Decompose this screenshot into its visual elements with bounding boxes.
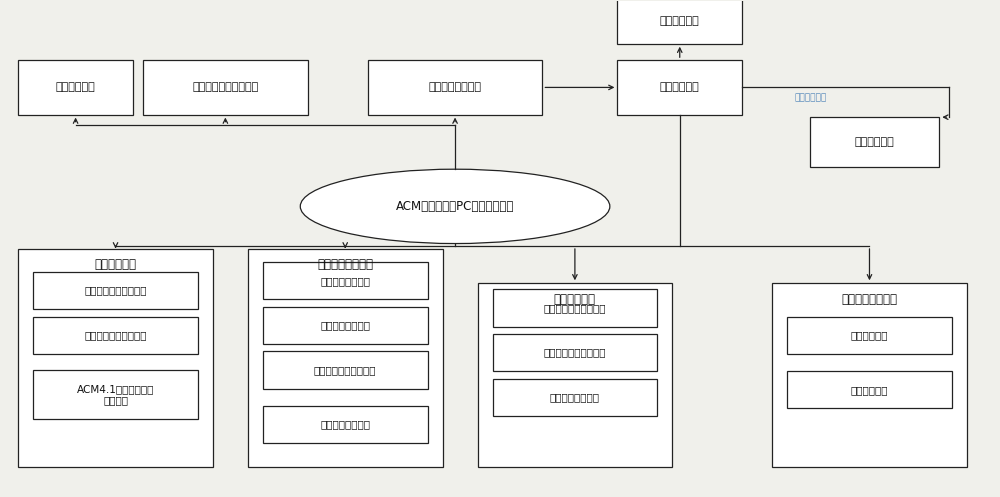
Text: 无线信号传输: 无线信号传输 xyxy=(795,93,827,102)
Bar xyxy=(143,60,308,115)
Text: 历史数据管理模块: 历史数据管理模块 xyxy=(429,83,482,92)
Text: 检测数据显示单元: 检测数据显示单元 xyxy=(320,419,370,429)
Text: 控制信号模拟控制单元: 控制信号模拟控制单元 xyxy=(84,330,147,340)
Bar xyxy=(493,334,657,371)
Text: 分析报告模块: 分析报告模块 xyxy=(554,293,596,306)
Text: 检测流程控制模块: 检测流程控制模块 xyxy=(317,258,373,271)
Bar xyxy=(368,60,542,115)
Text: 检测流程向导指示单元: 检测流程向导指示单元 xyxy=(314,365,376,375)
Bar xyxy=(263,406,428,443)
Text: 警报提示模块: 警报提示模块 xyxy=(660,16,700,26)
Bar xyxy=(478,283,672,467)
Bar xyxy=(33,370,198,419)
Bar xyxy=(18,248,213,467)
Text: 检测任务登记单元: 检测任务登记单元 xyxy=(320,321,370,331)
Bar xyxy=(248,248,443,467)
Bar xyxy=(493,379,657,416)
Bar xyxy=(617,60,742,115)
Bar xyxy=(33,272,198,309)
Bar xyxy=(493,289,657,327)
Text: 分析报告管理单元: 分析报告管理单元 xyxy=(550,392,600,402)
Ellipse shape xyxy=(300,169,610,244)
Text: 对比反馈模块: 对比反馈模块 xyxy=(660,83,700,92)
Text: 分析报告内容生成单元: 分析报告内容生成单元 xyxy=(544,347,606,357)
Text: 用户移动终端: 用户移动终端 xyxy=(855,137,894,147)
Text: 控制响应逻辑算法模块: 控制响应逻辑算法模块 xyxy=(192,83,259,92)
Text: 网络检测模块: 网络检测模块 xyxy=(851,330,888,340)
Text: 系统配置模块: 系统配置模块 xyxy=(56,83,95,92)
Text: 通信控制模块: 通信控制模块 xyxy=(95,258,137,271)
Bar xyxy=(263,307,428,344)
Text: 检测任务配置单元: 检测任务配置单元 xyxy=(320,276,370,286)
Text: 检测信号模拟控制单元: 检测信号模拟控制单元 xyxy=(84,286,147,296)
Text: 分析报告模板定制单元: 分析报告模板定制单元 xyxy=(544,303,606,313)
Bar xyxy=(787,371,952,409)
Bar xyxy=(787,317,952,354)
Bar xyxy=(810,117,939,166)
Bar xyxy=(263,262,428,299)
Bar xyxy=(18,60,133,115)
Bar xyxy=(617,0,742,44)
Text: 网络数据保护单元: 网络数据保护单元 xyxy=(841,293,897,306)
Bar xyxy=(263,351,428,389)
Text: ACM检测系统（PC端控制软件）: ACM检测系统（PC端控制软件） xyxy=(396,200,514,213)
Bar xyxy=(772,283,967,467)
Text: ACM4.1固井控制系统
通信单元: ACM4.1固井控制系统 通信单元 xyxy=(77,384,154,406)
Bar xyxy=(33,317,198,354)
Text: 网络切换模块: 网络切换模块 xyxy=(851,385,888,395)
